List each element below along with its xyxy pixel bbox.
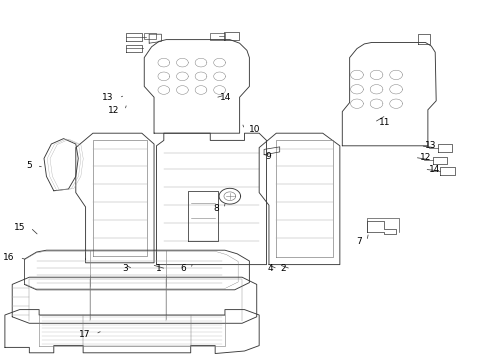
Text: 13: 13: [425, 141, 436, 150]
Text: 2: 2: [280, 264, 285, 274]
Text: 5: 5: [26, 161, 32, 170]
Text: 4: 4: [266, 264, 272, 274]
Text: 3: 3: [122, 264, 128, 274]
Text: 12: 12: [419, 153, 430, 162]
Text: 16: 16: [3, 253, 15, 262]
Text: 12: 12: [108, 106, 120, 115]
Text: 9: 9: [264, 152, 270, 161]
Text: 15: 15: [14, 223, 25, 232]
Text: 17: 17: [79, 330, 90, 338]
Text: 13: 13: [102, 94, 114, 102]
Text: 1: 1: [155, 264, 161, 274]
Text: 10: 10: [249, 125, 261, 134]
Text: 8: 8: [213, 204, 219, 213]
Text: 11: 11: [378, 118, 390, 127]
Text: 14: 14: [220, 94, 231, 102]
Text: 6: 6: [180, 264, 185, 274]
Text: 14: 14: [428, 165, 440, 174]
Text: 7: 7: [355, 237, 361, 246]
